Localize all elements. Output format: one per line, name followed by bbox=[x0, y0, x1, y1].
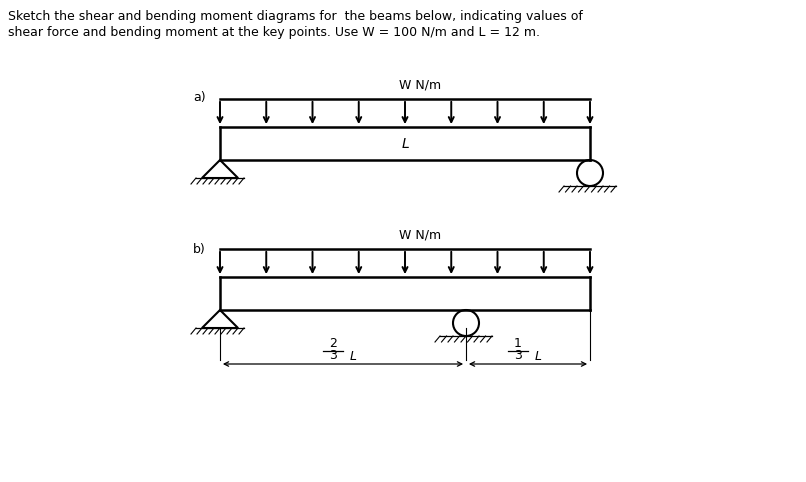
Text: L: L bbox=[350, 349, 357, 362]
Text: b): b) bbox=[193, 243, 206, 256]
Text: 3: 3 bbox=[329, 349, 337, 362]
Text: L: L bbox=[401, 136, 409, 150]
Text: a): a) bbox=[193, 91, 206, 104]
Text: Sketch the shear and bending moment diagrams for  the beams below, indicating va: Sketch the shear and bending moment diag… bbox=[8, 10, 583, 23]
Text: 1: 1 bbox=[514, 337, 522, 350]
Text: W N/m: W N/m bbox=[399, 228, 441, 241]
Text: L: L bbox=[535, 349, 542, 362]
Text: 3: 3 bbox=[514, 349, 522, 362]
Text: W N/m: W N/m bbox=[399, 78, 441, 91]
Text: 2: 2 bbox=[329, 337, 337, 350]
Text: shear force and bending moment at the key points. Use W = 100 N/m and L = 12 m.: shear force and bending moment at the ke… bbox=[8, 26, 540, 39]
